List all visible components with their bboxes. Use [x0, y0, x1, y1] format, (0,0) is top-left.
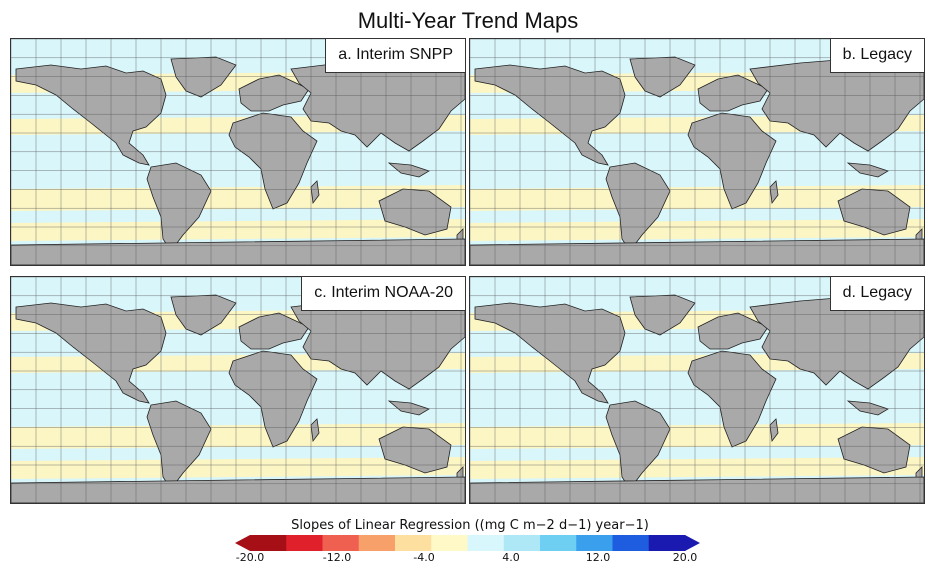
colorbar-segment [395, 535, 432, 551]
land-europe [238, 312, 310, 350]
land-australia [837, 426, 911, 474]
colorbar-tick-label: 4.0 [502, 551, 520, 564]
negative-trend-band [470, 185, 924, 211]
land-australia [837, 188, 911, 236]
negative-trend-band [11, 457, 465, 479]
map-panel-a: a. Interim SNPP [10, 38, 466, 266]
land-indonesia [846, 162, 889, 178]
negative-trend-band [11, 185, 465, 211]
map-panel-d: d. Legacy [469, 276, 925, 504]
land-australia [378, 188, 452, 236]
land-indonesia [387, 162, 430, 178]
land-europe [697, 312, 769, 350]
land-africa [228, 112, 318, 210]
land-europe [697, 74, 769, 112]
colorbar-segment [467, 535, 505, 551]
land-africa [687, 112, 777, 210]
land-madagascar [769, 180, 779, 205]
land-antarctica [11, 476, 465, 503]
colorbar-title: Slopes of Linear Regression ((mg C m−2 d… [291, 518, 649, 533]
colorbar-tick-label: 12.0 [585, 551, 611, 564]
land-antarctica [470, 238, 924, 265]
colorbar-tick-label: -12.0 [322, 551, 352, 564]
figure-title: Multi-Year Trend Maps [357, 8, 579, 33]
colorbar-tick-label: 20.0 [672, 551, 698, 564]
world-map-b [470, 39, 924, 265]
colorbar-segment [648, 535, 686, 551]
negative-trend-band [11, 219, 465, 241]
colorbar [235, 535, 700, 551]
colorbar-segment [576, 535, 613, 551]
land-africa [228, 350, 318, 448]
panel-label-d: d. Legacy [829, 277, 924, 311]
colorbar-high-arrow [685, 535, 700, 551]
land-africa [687, 350, 777, 448]
colorbar-segment [431, 535, 468, 551]
land-antarctica [11, 238, 465, 265]
map-panel-c: c. Interim NOAA-20 [10, 276, 466, 504]
land-madagascar [310, 180, 320, 205]
colorbar-segment [358, 535, 396, 551]
panel-label-c: c. Interim NOAA-20 [301, 277, 465, 311]
colorbar-tick-label: -4.0 [413, 551, 435, 564]
negative-trend-band [11, 423, 465, 449]
negative-trend-band [470, 219, 924, 241]
negative-trend-band [470, 423, 924, 449]
land-europe [238, 74, 310, 112]
negative-trend-band [470, 457, 924, 479]
map-panel-b: b. Legacy [469, 38, 925, 266]
colorbar-segment [286, 535, 323, 551]
land-antarctica [470, 476, 924, 503]
land-australia [378, 426, 452, 474]
colorbar-segment [322, 535, 360, 551]
land-indonesia [846, 400, 889, 416]
land-madagascar [310, 418, 320, 443]
colorbar-segment [540, 535, 577, 551]
colorbar-segment [250, 535, 287, 551]
panel-label-a: a. Interim SNPP [325, 39, 465, 73]
colorbar-low-arrow [235, 535, 250, 551]
world-map-d [470, 277, 924, 503]
colorbar-segment [503, 535, 541, 551]
colorbar-segment [612, 535, 650, 551]
colorbar-tick-label: -20.0 [235, 551, 265, 564]
land-madagascar [769, 418, 779, 443]
world-map-a [11, 39, 465, 265]
panel-label-b: b. Legacy [829, 39, 924, 73]
world-map-c [11, 277, 465, 503]
land-indonesia [387, 400, 430, 416]
